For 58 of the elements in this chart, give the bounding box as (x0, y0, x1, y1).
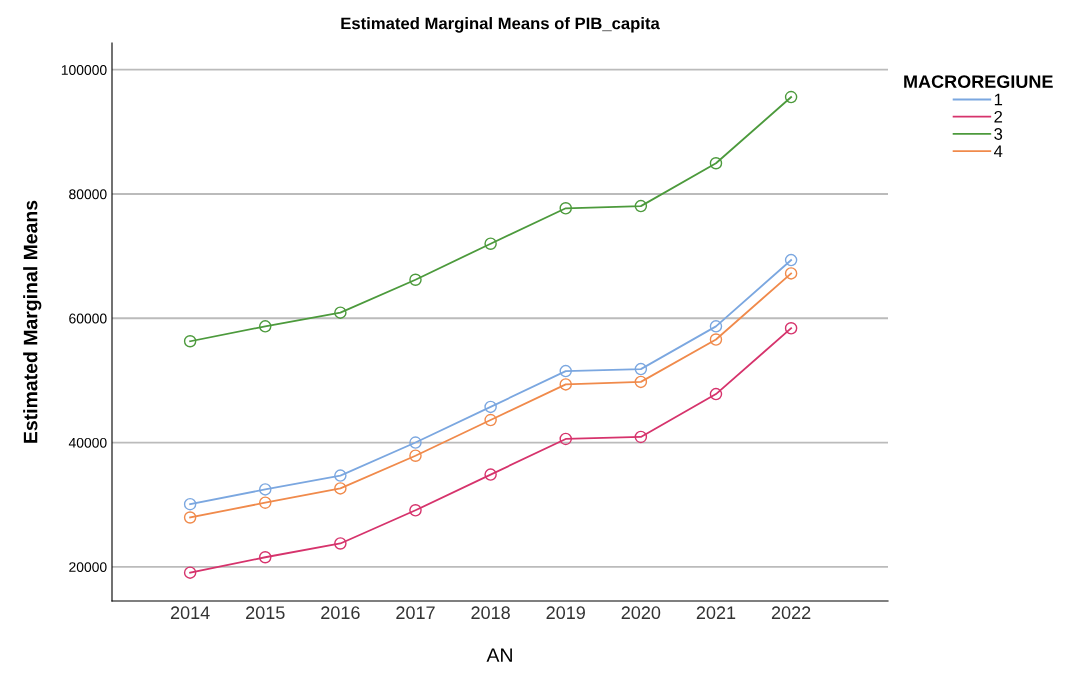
point (709, 333, 723, 346)
point (484, 400, 497, 414)
x-axis-title: AN (486, 648, 512, 662)
point (634, 430, 648, 444)
x-tick-label: 2014 (170, 606, 210, 620)
x-tick-label: 2019 (546, 606, 585, 620)
point (634, 375, 648, 389)
point (709, 320, 723, 333)
point (334, 306, 347, 319)
y-tick-label: 80000 (69, 189, 107, 200)
y-axis-title: Estimated Marginal Means (23, 200, 42, 443)
y-tick-label: 20000 (69, 562, 107, 572)
x-tick-label: 2017 (396, 606, 435, 620)
point (784, 253, 798, 267)
point (258, 320, 272, 333)
point (784, 322, 798, 335)
point (334, 482, 347, 495)
point (484, 468, 497, 481)
point (183, 511, 197, 524)
point (634, 199, 648, 213)
point (559, 202, 572, 215)
point (784, 90, 798, 104)
y-tick-label: 100000 (61, 65, 107, 75)
x-tick-label: 2022 (771, 606, 811, 620)
legend-title: MACROREGIUNE (904, 75, 1053, 88)
point (183, 566, 197, 579)
point (559, 364, 572, 378)
point (258, 551, 272, 564)
point (183, 335, 197, 348)
legend-label: 2 (994, 110, 1003, 123)
point (559, 378, 572, 391)
point (709, 156, 723, 170)
point (784, 267, 798, 280)
point (484, 413, 497, 427)
x-tick-label: 2021 (696, 606, 736, 620)
point (559, 432, 572, 446)
point (334, 537, 347, 550)
point (258, 483, 272, 496)
legend-label: 4 (993, 145, 1003, 157)
x-tick-label: 2015 (246, 606, 285, 620)
legend-label: 3 (994, 128, 1003, 140)
point (409, 449, 422, 462)
point (409, 273, 422, 286)
point (484, 237, 497, 250)
chart-title: Estimated Marginal Means of PIB_capita (341, 17, 660, 33)
point (709, 387, 723, 401)
x-tick-label: 2016 (321, 606, 360, 620)
point (183, 497, 197, 511)
y-tick-label: 60000 (69, 313, 107, 324)
x-tick-label: 2020 (621, 606, 661, 620)
y-tick-label: 40000 (68, 437, 107, 448)
point (409, 436, 422, 449)
legend-label: 1 (994, 93, 1003, 106)
point (634, 362, 648, 376)
point (258, 496, 272, 509)
point (409, 504, 422, 517)
x-tick-label: 2018 (471, 606, 510, 620)
point (334, 469, 347, 482)
